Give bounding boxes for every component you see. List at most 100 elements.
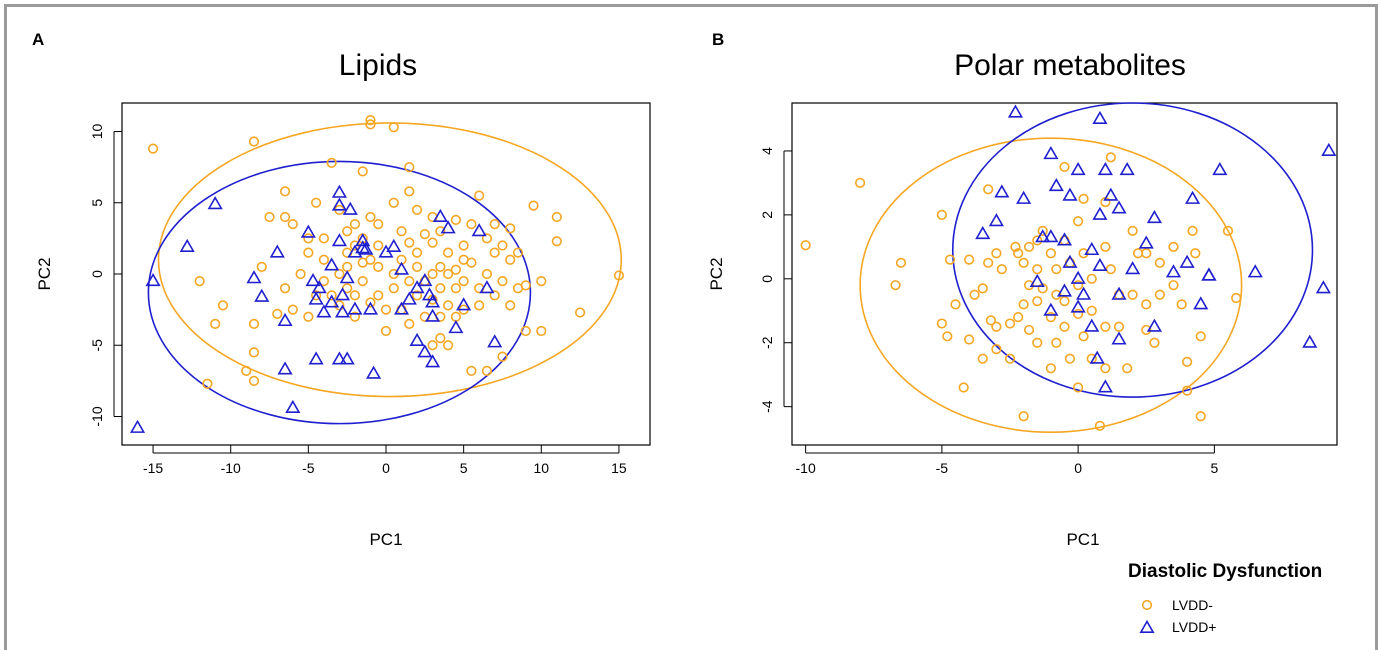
triangle-marker bbox=[1084, 318, 1100, 332]
circle-marker bbox=[1100, 363, 1111, 374]
circle-marker bbox=[1176, 299, 1187, 310]
circle-marker bbox=[497, 240, 508, 251]
circle-marker bbox=[427, 237, 438, 248]
triangle-marker bbox=[324, 294, 340, 308]
circle-marker bbox=[427, 340, 438, 351]
circle-marker bbox=[895, 257, 907, 268]
circle-marker bbox=[443, 340, 454, 351]
circle-marker bbox=[1032, 235, 1043, 246]
circle-marker bbox=[800, 240, 811, 251]
triangle-marker bbox=[311, 280, 327, 294]
x-tick-label: 10 bbox=[534, 460, 550, 476]
triangle-marker bbox=[1089, 350, 1105, 364]
panel-letter: B bbox=[712, 30, 724, 49]
circle-marker bbox=[466, 219, 477, 230]
circle-marker bbox=[318, 254, 329, 265]
triangle-marker bbox=[471, 223, 487, 237]
circle-marker bbox=[202, 378, 213, 389]
triangle-marker bbox=[1321, 142, 1337, 156]
circle-marker bbox=[404, 186, 415, 197]
plot-box bbox=[121, 102, 651, 446]
circle-marker bbox=[1004, 318, 1016, 329]
circle-marker bbox=[575, 307, 586, 318]
triangle-marker bbox=[1097, 162, 1113, 176]
circle-marker bbox=[365, 297, 376, 308]
triangle-marker bbox=[285, 399, 301, 413]
y-axis-label: PC2 bbox=[707, 257, 726, 290]
circle-marker bbox=[991, 321, 1002, 332]
circle-marker bbox=[210, 318, 221, 329]
triangle-marker bbox=[300, 224, 316, 238]
circle-marker bbox=[855, 177, 866, 189]
circle-marker bbox=[1086, 305, 1097, 316]
x-tick-label: 0 bbox=[1074, 460, 1082, 476]
triangle-marker bbox=[324, 257, 340, 271]
circle-marker bbox=[1059, 321, 1070, 332]
triangle-marker bbox=[269, 244, 285, 258]
x-tick-label: 5 bbox=[460, 460, 468, 476]
triangle-marker bbox=[1111, 286, 1127, 300]
x-axis-label: PC1 bbox=[369, 530, 402, 549]
circle-marker bbox=[489, 290, 500, 301]
circle-marker bbox=[1094, 420, 1106, 431]
circle-marker bbox=[380, 325, 392, 337]
circle-marker bbox=[1100, 241, 1111, 252]
circle-marker bbox=[287, 304, 298, 315]
circle-marker bbox=[365, 211, 376, 223]
triangle-marker bbox=[1062, 187, 1078, 201]
triangle-marker bbox=[1103, 187, 1119, 201]
circle-marker bbox=[489, 219, 500, 230]
circle-marker bbox=[435, 333, 446, 344]
y-tick-label: 0 bbox=[759, 275, 775, 283]
triangle-marker bbox=[254, 288, 270, 302]
circle-marker bbox=[1051, 337, 1062, 348]
triangle-marker bbox=[1056, 283, 1073, 297]
triangle-marker bbox=[1056, 232, 1073, 246]
circle-marker bbox=[1132, 248, 1144, 259]
triangle-marker bbox=[393, 301, 410, 315]
circle-marker bbox=[1182, 385, 1193, 396]
circle-marker bbox=[983, 257, 994, 268]
triangle-marker bbox=[339, 351, 355, 365]
triangle-marker bbox=[305, 273, 321, 287]
triangle-marker bbox=[1139, 619, 1155, 634]
circle-marker bbox=[1045, 312, 1056, 323]
circle-marker bbox=[1023, 324, 1035, 336]
triangle-marker bbox=[1048, 177, 1064, 192]
triangle-marker bbox=[1070, 270, 1086, 284]
triangle-marker bbox=[1302, 334, 1318, 348]
circle-marker bbox=[303, 233, 314, 244]
circle-marker bbox=[466, 365, 477, 377]
circle-marker bbox=[419, 229, 430, 240]
circle-marker bbox=[1127, 225, 1138, 236]
series-lvdd- bbox=[147, 114, 625, 389]
triangle-marker bbox=[1146, 209, 1162, 224]
circle-marker bbox=[1073, 308, 1084, 320]
circle-marker bbox=[1187, 225, 1198, 236]
triangle-marker bbox=[425, 294, 441, 308]
circle-marker bbox=[520, 280, 531, 291]
circle-marker bbox=[1195, 411, 1206, 422]
circle-marker bbox=[349, 219, 361, 230]
triangle-marker bbox=[1146, 318, 1162, 332]
circle-marker bbox=[969, 289, 980, 300]
circle-marker bbox=[977, 283, 988, 294]
panel-b: B Polar metabolites -10 -5 0 5 -4 -2 0 2 4 PC1 PC2 bbox=[707, 30, 1338, 549]
triangle-marker bbox=[1084, 241, 1100, 256]
circle-marker bbox=[1018, 257, 1029, 268]
circle-marker bbox=[272, 308, 283, 320]
circle-marker bbox=[349, 311, 361, 322]
circle-marker bbox=[443, 300, 454, 311]
triangle-marker bbox=[207, 196, 223, 210]
triangle-marker bbox=[994, 184, 1010, 198]
circle-marker bbox=[996, 264, 1007, 275]
y-tick-label: 10 bbox=[89, 124, 105, 140]
circle-marker bbox=[1141, 324, 1152, 336]
x-tick-label: 15 bbox=[611, 460, 627, 476]
triangle-marker bbox=[366, 365, 382, 379]
confidence-ellipse bbox=[951, 102, 1314, 398]
circle-marker bbox=[964, 254, 975, 265]
triangle-marker bbox=[409, 280, 425, 294]
x-tick-label: -10 bbox=[796, 460, 816, 476]
